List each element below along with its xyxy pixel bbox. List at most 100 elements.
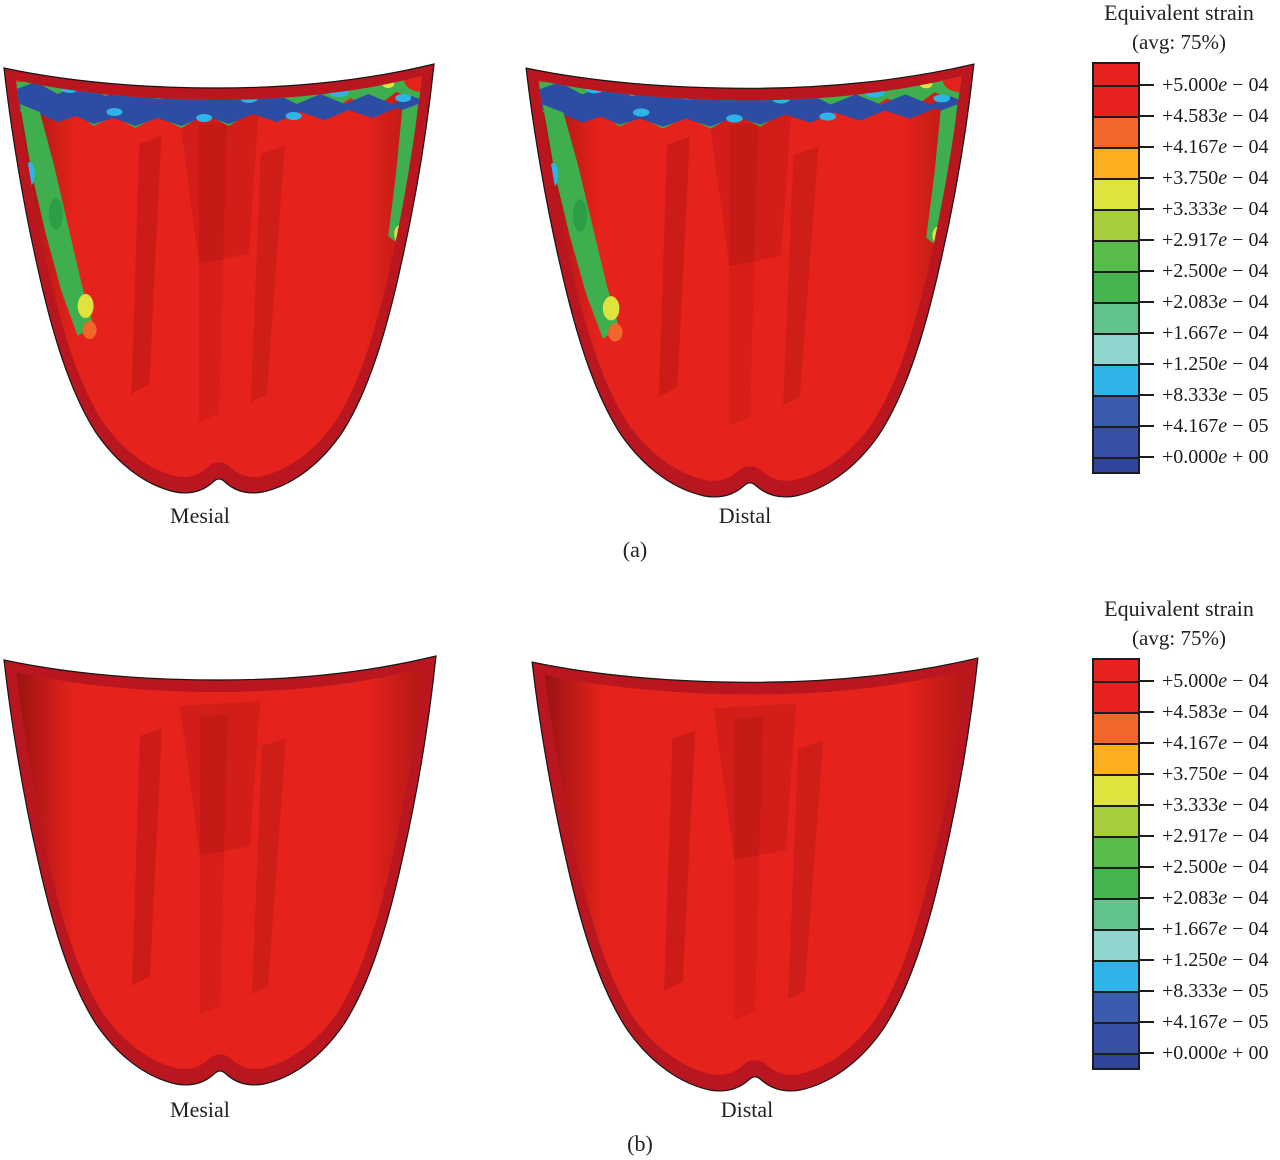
legend-tick-label: +8.333e − 05 bbox=[1162, 384, 1269, 406]
legend-scale: +5.000e − 04 +4.583e − 04 +4.167e − 04 +3.750e… bbox=[1092, 658, 1278, 1070]
view-label-b-mesial: Mesial bbox=[170, 1097, 230, 1122]
legend-color-block bbox=[1093, 272, 1139, 303]
legend-tick-line bbox=[1139, 928, 1154, 930]
legend-color-block bbox=[1093, 659, 1139, 682]
legend-title: Equivalent strain bbox=[1104, 0, 1254, 25]
legend-subtitle: (avg: 75%) bbox=[1132, 626, 1226, 650]
legend-color-block bbox=[1093, 117, 1139, 148]
legend-color-block bbox=[1093, 303, 1139, 334]
legend-tick-line bbox=[1139, 773, 1154, 775]
legend-color-block bbox=[1093, 179, 1139, 210]
legend-tick-label: +1.250e − 04 bbox=[1162, 353, 1269, 375]
legend-tick-label: +3.750e − 04 bbox=[1162, 763, 1269, 785]
legend-tick-label: +1.250e − 04 bbox=[1162, 949, 1269, 971]
legend-scale: +5.000e − 04 +4.583e − 04 +4.167e − 04 +3.750e… bbox=[1092, 62, 1278, 474]
legend-color-block bbox=[1093, 775, 1139, 806]
legend-color-block bbox=[1093, 210, 1139, 241]
legend-tick-line bbox=[1139, 146, 1154, 148]
legend-color-block bbox=[1093, 992, 1139, 1023]
legend-color-block bbox=[1093, 713, 1139, 744]
legend-tick-line bbox=[1139, 1021, 1154, 1023]
legend-color-block bbox=[1093, 1054, 1139, 1069]
legend-color-block bbox=[1093, 806, 1139, 837]
legend-tick-line bbox=[1139, 239, 1154, 241]
legend-tick-label: +3.333e − 04 bbox=[1162, 198, 1269, 220]
legend-tick-line bbox=[1139, 270, 1154, 272]
strain-plot-b-distal bbox=[528, 648, 982, 1092]
view-label-b-distal: Distal bbox=[720, 1097, 774, 1122]
legend-tick-label: +4.167e − 05 bbox=[1162, 415, 1269, 437]
legend-color-block bbox=[1093, 148, 1139, 179]
legend-color-block bbox=[1093, 241, 1139, 272]
panel-caption-b: (b) bbox=[627, 1131, 653, 1156]
legend-tick-line bbox=[1139, 363, 1154, 365]
legend-color-block bbox=[1093, 334, 1139, 365]
panel-caption-a: (a) bbox=[622, 537, 648, 562]
legend-tick-label: +4.167e − 04 bbox=[1162, 732, 1269, 754]
legend-color-block bbox=[1093, 396, 1139, 427]
legend-tick-line bbox=[1139, 835, 1154, 837]
legend-color-block bbox=[1093, 1023, 1139, 1054]
view-label-a-distal: Distal bbox=[718, 503, 772, 528]
legend-colorbar bbox=[1092, 62, 1140, 474]
legend-tick-line bbox=[1139, 394, 1154, 396]
legend-tick-line bbox=[1139, 208, 1154, 210]
legend-tick-label: +8.333e − 05 bbox=[1162, 980, 1269, 1002]
legend-color-block bbox=[1093, 427, 1139, 458]
legend-tick-label: +0.000e + 00 bbox=[1162, 1042, 1269, 1064]
legend-color-block bbox=[1093, 682, 1139, 713]
legend-tick-line bbox=[1139, 680, 1154, 682]
legend-tick-label: +2.083e − 04 bbox=[1162, 291, 1269, 313]
legend-tick-label: +4.167e − 04 bbox=[1162, 136, 1269, 158]
legend-tick-label: +1.667e − 04 bbox=[1162, 322, 1269, 344]
strain-plot-b-mesial bbox=[0, 646, 440, 1086]
legend-tick-label: +4.583e − 04 bbox=[1162, 105, 1269, 127]
legend-colorbar bbox=[1092, 658, 1140, 1070]
legend-tick-line bbox=[1139, 897, 1154, 899]
legend-tick-line bbox=[1139, 990, 1154, 992]
legend-color-block bbox=[1093, 365, 1139, 396]
legend-tick-line bbox=[1139, 425, 1154, 427]
legend-tick-line bbox=[1139, 711, 1154, 713]
legend-color-block bbox=[1093, 86, 1139, 117]
legend-tick-line bbox=[1139, 115, 1154, 117]
legend-tick-line bbox=[1139, 804, 1154, 806]
legend-tick-line bbox=[1139, 1052, 1154, 1054]
legend-tick-label: +4.583e − 04 bbox=[1162, 701, 1269, 723]
legend-tick-label: +2.917e − 04 bbox=[1162, 825, 1269, 847]
legend-color-block bbox=[1093, 961, 1139, 992]
view-label-a-mesial: Mesial bbox=[170, 503, 230, 528]
legend-color-block bbox=[1093, 930, 1139, 961]
legend-tick-label: +2.500e − 04 bbox=[1162, 260, 1269, 282]
legend-tick-line bbox=[1139, 301, 1154, 303]
legend-tick-line bbox=[1139, 177, 1154, 179]
legend-subtitle: (avg: 75%) bbox=[1132, 30, 1226, 54]
legend-color-block bbox=[1093, 837, 1139, 868]
legend-tick-line bbox=[1139, 332, 1154, 334]
legend-title: Equivalent strain bbox=[1104, 596, 1254, 621]
legend-tick-label: +5.000e − 04 bbox=[1162, 670, 1269, 692]
legend-tick-label: +1.667e − 04 bbox=[1162, 918, 1269, 940]
legend-tick-label: +2.500e − 04 bbox=[1162, 856, 1269, 878]
legend-tick-line bbox=[1139, 84, 1154, 86]
legend-tick-line bbox=[1139, 456, 1154, 458]
legend-a: Equivalent strain (avg: 75%) +5.000e − 04… bbox=[1090, 0, 1280, 486]
legend-color-block bbox=[1093, 868, 1139, 899]
legend-tick-label: +4.167e − 05 bbox=[1162, 1011, 1269, 1033]
legend-color-block bbox=[1093, 458, 1139, 473]
legend-tick-label: +2.083e − 04 bbox=[1162, 887, 1269, 909]
legend-b: Equivalent strain (avg: 75%) +5.000e − 04… bbox=[1090, 596, 1280, 1082]
legend-tick-label: +5.000e − 04 bbox=[1162, 74, 1269, 96]
legend-tick-label: +0.000e + 00 bbox=[1162, 446, 1269, 468]
legend-tick-line bbox=[1139, 742, 1154, 744]
legend-color-block bbox=[1093, 63, 1139, 86]
legend-tick-label: +2.917e − 04 bbox=[1162, 229, 1269, 251]
strain-plot-a-distal bbox=[522, 54, 978, 498]
legend-tick-label: +3.750e − 04 bbox=[1162, 167, 1269, 189]
legend-tick-label: +3.333e − 04 bbox=[1162, 794, 1269, 816]
legend-color-block bbox=[1093, 899, 1139, 930]
legend-tick-line bbox=[1139, 959, 1154, 961]
strain-plot-a-mesial bbox=[0, 54, 438, 494]
legend-tick-line bbox=[1139, 866, 1154, 868]
